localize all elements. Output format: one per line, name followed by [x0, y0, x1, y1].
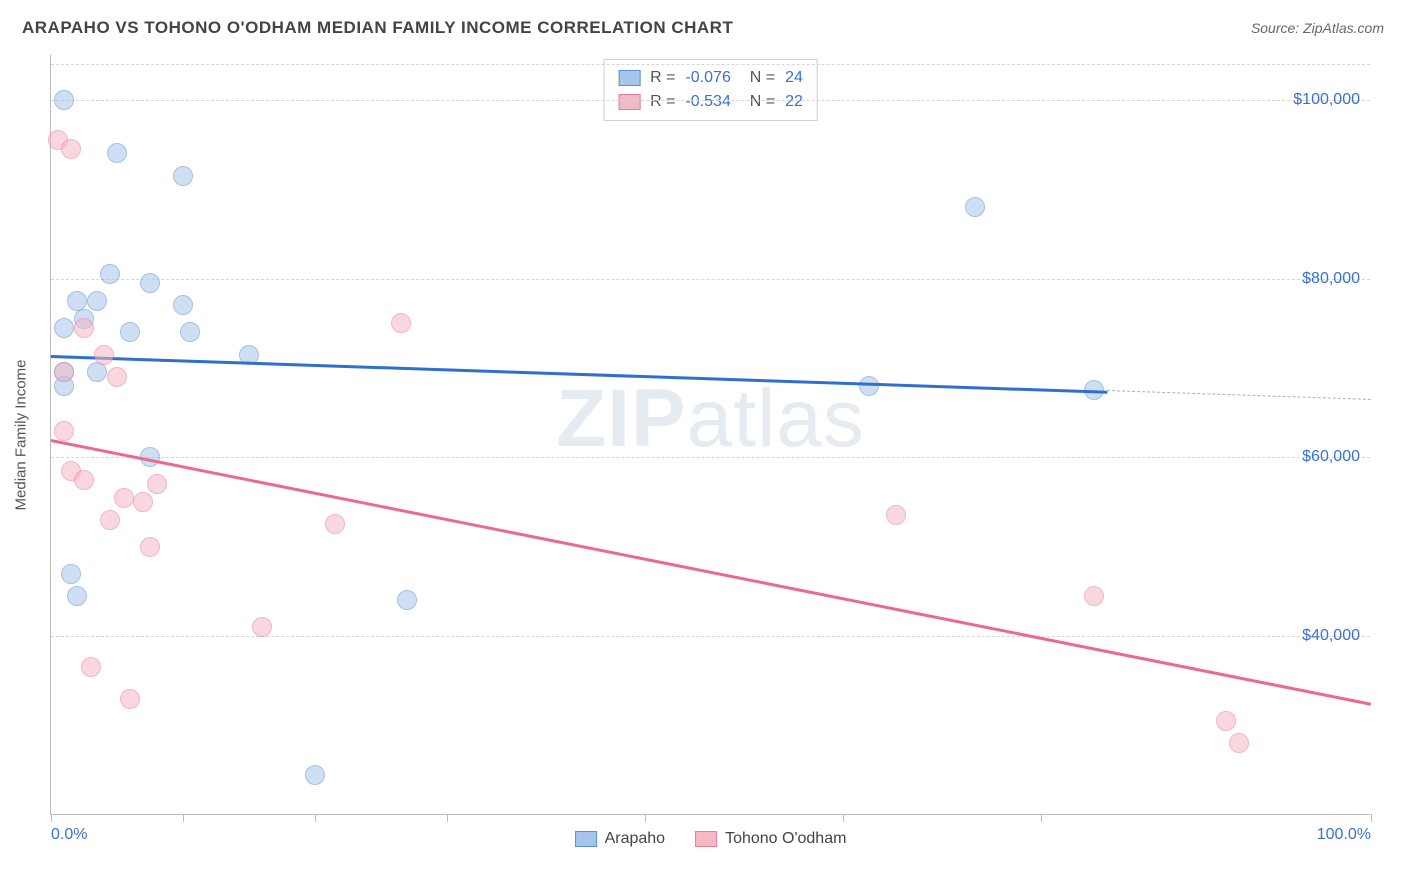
legend-swatch — [575, 831, 597, 847]
data-point — [120, 322, 140, 342]
data-point — [965, 197, 985, 217]
data-point — [859, 376, 879, 396]
data-point — [107, 367, 127, 387]
xtick — [645, 814, 646, 822]
stats-legend-box: R = -0.076 N = 24R = -0.534 N = 22 — [603, 59, 818, 121]
gridline — [51, 636, 1370, 637]
legend-swatch — [618, 94, 640, 110]
watermark: ZIPatlas — [556, 372, 865, 466]
data-point — [87, 362, 107, 382]
data-point — [886, 505, 906, 525]
data-point — [54, 90, 74, 110]
data-point — [391, 313, 411, 333]
stat-n-label: N = — [741, 66, 775, 90]
data-point — [140, 273, 160, 293]
series-legend: Arapaho Tohono O'odham — [575, 830, 847, 848]
legend-label: Arapaho — [605, 830, 666, 848]
data-point — [107, 143, 127, 163]
xtick — [51, 814, 52, 822]
plot-area: Median Family Income ZIPatlas R = -0.076… — [50, 55, 1370, 815]
data-point — [180, 322, 200, 342]
regression-line-dashed — [1107, 390, 1371, 400]
data-point — [325, 514, 345, 534]
ytick-label: $60,000 — [1302, 448, 1360, 466]
stat-n-value: 22 — [785, 90, 803, 114]
data-point — [81, 657, 101, 677]
data-point — [1084, 586, 1104, 606]
xtick — [843, 814, 844, 822]
data-point — [147, 474, 167, 494]
data-point — [173, 295, 193, 315]
stat-n-label: N = — [741, 90, 775, 114]
data-point — [87, 291, 107, 311]
chart-header: ARAPAHO VS TOHONO O'ODHAM MEDIAN FAMILY … — [22, 18, 1384, 38]
xtick-label: 0.0% — [51, 826, 87, 844]
gridline — [51, 64, 1370, 65]
stats-row: R = -0.076 N = 24 — [618, 66, 803, 90]
ytick-label: $100,000 — [1293, 91, 1360, 109]
data-point — [173, 166, 193, 186]
stat-r-value: -0.534 — [685, 90, 730, 114]
data-point — [140, 537, 160, 557]
data-point — [54, 362, 74, 382]
xtick — [447, 814, 448, 822]
data-point — [120, 689, 140, 709]
data-point — [305, 765, 325, 785]
data-point — [100, 510, 120, 530]
stat-r-label: R = — [650, 90, 675, 114]
data-point — [74, 470, 94, 490]
stats-row: R = -0.534 N = 22 — [618, 90, 803, 114]
xtick — [1041, 814, 1042, 822]
source-label: Source: ZipAtlas.com — [1251, 20, 1384, 36]
regression-line — [51, 439, 1371, 705]
data-point — [61, 139, 81, 159]
data-point — [74, 318, 94, 338]
xtick — [1371, 814, 1372, 822]
legend-swatch — [618, 70, 640, 86]
xtick-label: 100.0% — [1317, 826, 1371, 844]
data-point — [61, 564, 81, 584]
gridline — [51, 100, 1370, 101]
ytick-label: $40,000 — [1302, 627, 1360, 645]
data-point — [94, 345, 114, 365]
xtick — [183, 814, 184, 822]
gridline — [51, 457, 1370, 458]
data-point — [1216, 711, 1236, 731]
stat-r-label: R = — [650, 66, 675, 90]
data-point — [67, 586, 87, 606]
data-point — [1229, 733, 1249, 753]
data-point — [397, 590, 417, 610]
data-point — [133, 492, 153, 512]
regression-line — [51, 355, 1107, 393]
data-point — [114, 488, 134, 508]
data-point — [54, 318, 74, 338]
stat-n-value: 24 — [785, 66, 803, 90]
data-point — [252, 617, 272, 637]
legend-item: Tohono O'odham — [695, 830, 846, 848]
chart-title: ARAPAHO VS TOHONO O'ODHAM MEDIAN FAMILY … — [22, 18, 733, 38]
legend-item: Arapaho — [575, 830, 666, 848]
yaxis-title: Median Family Income — [13, 359, 30, 510]
xtick — [315, 814, 316, 822]
legend-swatch — [695, 831, 717, 847]
stat-r-value: -0.076 — [685, 66, 730, 90]
legend-label: Tohono O'odham — [725, 830, 846, 848]
data-point — [54, 421, 74, 441]
data-point — [100, 264, 120, 284]
ytick-label: $80,000 — [1302, 270, 1360, 288]
gridline — [51, 279, 1370, 280]
